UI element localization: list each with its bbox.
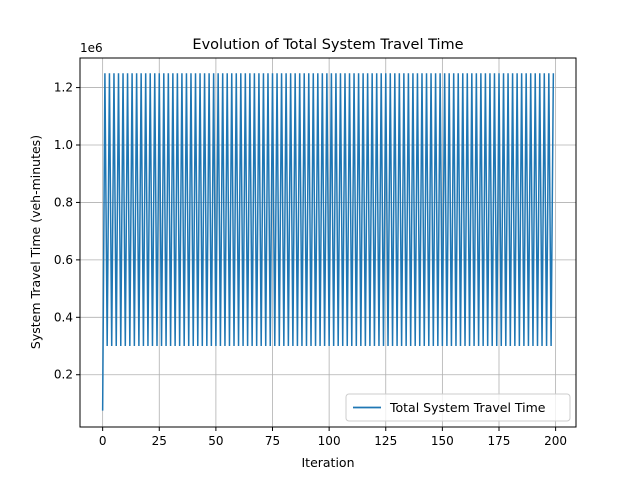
- x-tick-label: 25: [152, 434, 167, 448]
- x-axis-label: Iteration: [301, 455, 354, 470]
- y-axis-label: System Travel Time (veh-minutes): [28, 135, 43, 349]
- x-tick-label: 175: [488, 434, 511, 448]
- y-tick-label: 0.6: [54, 253, 73, 267]
- x-tick-label: 0: [99, 434, 107, 448]
- x-tick-label: 75: [265, 434, 280, 448]
- y-tick-label: 1.2: [54, 81, 73, 95]
- legend-box: [345, 393, 571, 422]
- y-tick-label: 0.2: [54, 368, 73, 382]
- y-tick-label: 0.8: [54, 195, 73, 209]
- series-layer: [101, 73, 555, 411]
- y-tick-label: 0.4: [54, 310, 73, 324]
- x-tick-label: 50: [208, 434, 223, 448]
- y-offset-label: 1e6: [80, 41, 103, 55]
- x-axis: 0 25 50 75 100 125 150 175 200: [99, 427, 567, 448]
- legend-label: Total System Travel Time: [389, 400, 546, 415]
- x-tick-label: 100: [318, 434, 341, 448]
- legend: Total System Travel Time: [345, 393, 571, 422]
- plot-frame: [79, 57, 577, 428]
- series-line: [101, 73, 555, 411]
- y-axis: 0.2 0.4 0.6 0.8 1.0 1.2: [54, 81, 80, 382]
- x-tick-label: 150: [431, 434, 454, 448]
- x-tick-label: 125: [374, 434, 397, 448]
- chart-title: Evolution of Total System Travel Time: [192, 37, 463, 53]
- y-tick-label: 1.0: [54, 138, 73, 152]
- x-tick-label: 200: [544, 434, 567, 448]
